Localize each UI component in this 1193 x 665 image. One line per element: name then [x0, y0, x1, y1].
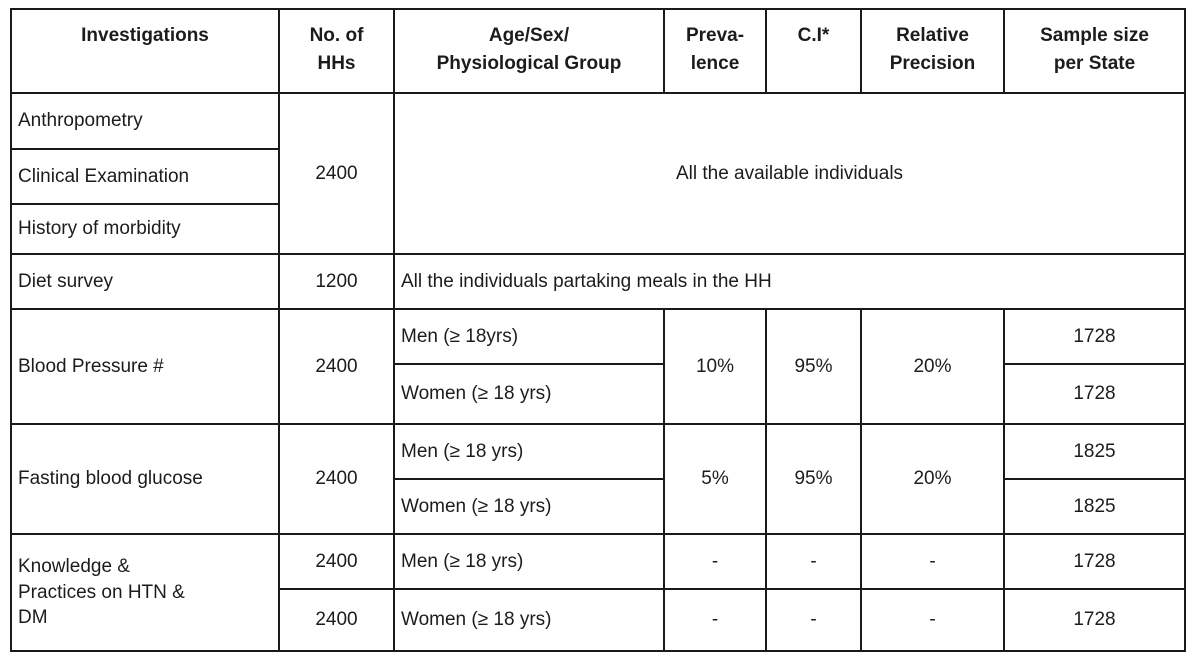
header-ci: C.I*	[765, 8, 862, 94]
table-row: Blood Pressure # 2400 Men (≥ 18yrs) 10% …	[10, 308, 1186, 425]
cell-investigation-blood-pressure: Blood Pressure #	[10, 308, 280, 425]
cell-prevalence-knowledge-men: -	[663, 533, 767, 590]
table-row: History of morbidity	[10, 203, 1185, 255]
cell-sample-fbg-women: 1825	[1003, 478, 1186, 535]
cell-group-fbg-men: Men (≥ 18 yrs)	[393, 423, 665, 480]
cell-group-knowledge-men: Men (≥ 18 yrs)	[393, 533, 665, 590]
cell-hhs-blood-pressure: 2400	[278, 308, 395, 425]
cell-sample-knowledge-men: 1728	[1003, 533, 1186, 590]
cell-relative-precision-fbg: 20%	[860, 423, 1005, 535]
cell-ci-fbg: 95%	[765, 423, 862, 535]
cell-group-bp-women: Women (≥ 18 yrs)	[393, 363, 665, 425]
header-no-of-hhs: No. of HHs	[278, 8, 395, 94]
cell-investigation-knowledge-practices: Knowledge & Practices on HTN & DM	[10, 533, 280, 652]
cell-hhs-knowledge-women: 2400	[278, 588, 395, 652]
cell-investigation-fasting-glucose: Fasting blood glucose	[10, 423, 280, 535]
header-sample-size: Sample size per State	[1003, 8, 1186, 94]
cell-relative-precision-knowledge-women: -	[860, 588, 1005, 652]
cell-group-diet-survey: All the individuals partaking meals in t…	[393, 253, 1186, 310]
cell-sample-bp-women: 1728	[1003, 363, 1186, 425]
header-prevalence: Preva- lence	[663, 8, 767, 94]
cell-investigation-history-of-morbidity: History of morbidity	[10, 203, 280, 255]
table-row: Women (≥ 18 yrs) 1825	[11, 478, 1186, 535]
cell-ci-knowledge-men: -	[765, 533, 862, 590]
cell-sample-knowledge-women: 1728	[1003, 588, 1186, 652]
cell-relative-precision-bp: 20%	[860, 308, 1005, 425]
cell-ci-knowledge-women: -	[765, 588, 862, 652]
header-relative-precision: Relative Precision	[860, 8, 1005, 94]
table-row: 2400 Women (≥ 18 yrs) - - - 1728	[11, 588, 1186, 652]
table-row: Diet survey 1200 All the individuals par…	[10, 253, 1186, 310]
cell-ci-bp: 95%	[765, 308, 862, 425]
cell-hhs-diet-survey: 1200	[278, 253, 395, 310]
cell-group-bp-men: Men (≥ 18yrs)	[393, 308, 665, 365]
cell-investigation-anthropometry: Anthropometry	[10, 92, 280, 150]
cell-group-knowledge-women: Women (≥ 18 yrs)	[393, 588, 665, 652]
cell-investigation-diet-survey: Diet survey	[10, 253, 280, 310]
table-row: Fasting blood glucose 2400 Men (≥ 18 yrs…	[10, 423, 1186, 535]
cell-hhs-knowledge-men: 2400	[278, 533, 395, 590]
header-investigations: Investigations	[10, 8, 280, 94]
cell-prevalence-fbg: 5%	[663, 423, 767, 535]
table-header-row: Investigations No. of HHs Age/Sex/ Physi…	[10, 8, 1186, 94]
table-row: Clinical Examination	[10, 148, 1185, 205]
cell-sample-fbg-men: 1825	[1003, 423, 1186, 480]
cell-sample-bp-men: 1728	[1003, 308, 1186, 365]
table-row: Knowledge & Practices on HTN & DM 2400 M…	[10, 533, 1186, 652]
cell-prevalence-knowledge-women: -	[663, 588, 767, 652]
cell-group-all-available: All the available individuals	[393, 92, 1186, 255]
cell-relative-precision-knowledge-men: -	[860, 533, 1005, 590]
cell-group-fbg-women: Women (≥ 18 yrs)	[393, 478, 665, 535]
cell-prevalence-bp: 10%	[663, 308, 767, 425]
cell-hhs-anthro-group: 2400	[278, 92, 395, 255]
table-row: Women (≥ 18 yrs) 1728	[11, 363, 1186, 425]
sampling-design-table: Investigations No. of HHs Age/Sex/ Physi…	[10, 8, 1186, 652]
cell-investigation-clinical-examination: Clinical Examination	[10, 148, 280, 205]
header-age-sex-group: Age/Sex/ Physiological Group	[393, 8, 665, 94]
table-row: Anthropometry 2400 All the available ind…	[10, 92, 1186, 255]
cell-hhs-fasting-glucose: 2400	[278, 423, 395, 535]
